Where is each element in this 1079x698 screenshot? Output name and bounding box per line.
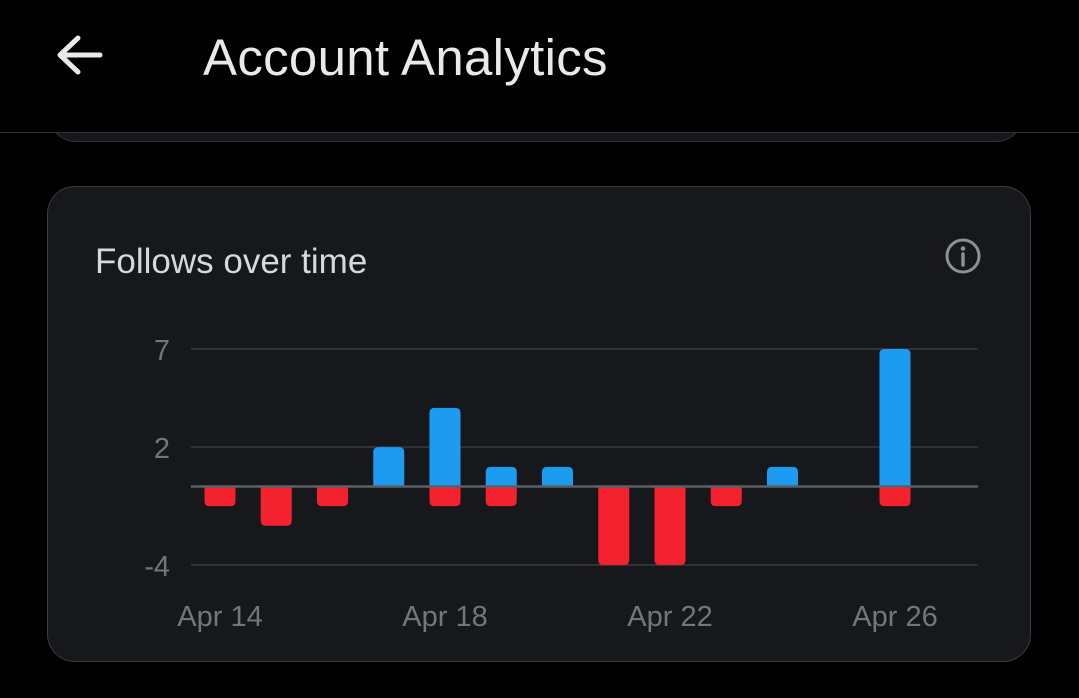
unfollows-bar — [485, 486, 517, 507]
unfollows-bar — [260, 486, 292, 526]
follows-bar — [373, 447, 405, 487]
follows-bar — [879, 349, 911, 487]
y-tick-label: 7 — [154, 335, 170, 367]
y-tick-label: -4 — [144, 551, 170, 583]
back-button[interactable] — [48, 24, 110, 86]
follows-bar — [542, 466, 573, 487]
card-title: Follows over time — [95, 242, 368, 281]
follows-bar — [485, 466, 517, 487]
info-circle-icon — [945, 238, 981, 274]
unfollows-bar — [598, 486, 630, 565]
page-title: Account Analytics — [203, 29, 608, 86]
arrow-left-icon — [57, 35, 103, 75]
unfollows-bar — [879, 486, 911, 507]
unfollows-bar — [710, 486, 742, 507]
x-tick-label: Apr 26 — [852, 601, 937, 633]
follows-bar — [767, 466, 798, 487]
follows-bar — [429, 407, 461, 487]
unfollows-bar — [204, 486, 236, 507]
unfollows-bar — [654, 486, 686, 565]
info-button[interactable] — [944, 237, 982, 275]
top-app-bar: Account Analytics — [0, 0, 1079, 133]
unfollows-bar — [429, 486, 461, 507]
y-tick-label: 2 — [154, 433, 170, 465]
x-tick-label: Apr 22 — [627, 601, 712, 633]
x-tick-label: Apr 14 — [177, 601, 262, 633]
x-tick-label: Apr 18 — [402, 601, 487, 633]
follows-over-time-card: Follows over time 7 2 -4 Apr 14 Apr 18 Apr 22… — [47, 186, 1031, 662]
unfollows-bar — [317, 486, 348, 507]
